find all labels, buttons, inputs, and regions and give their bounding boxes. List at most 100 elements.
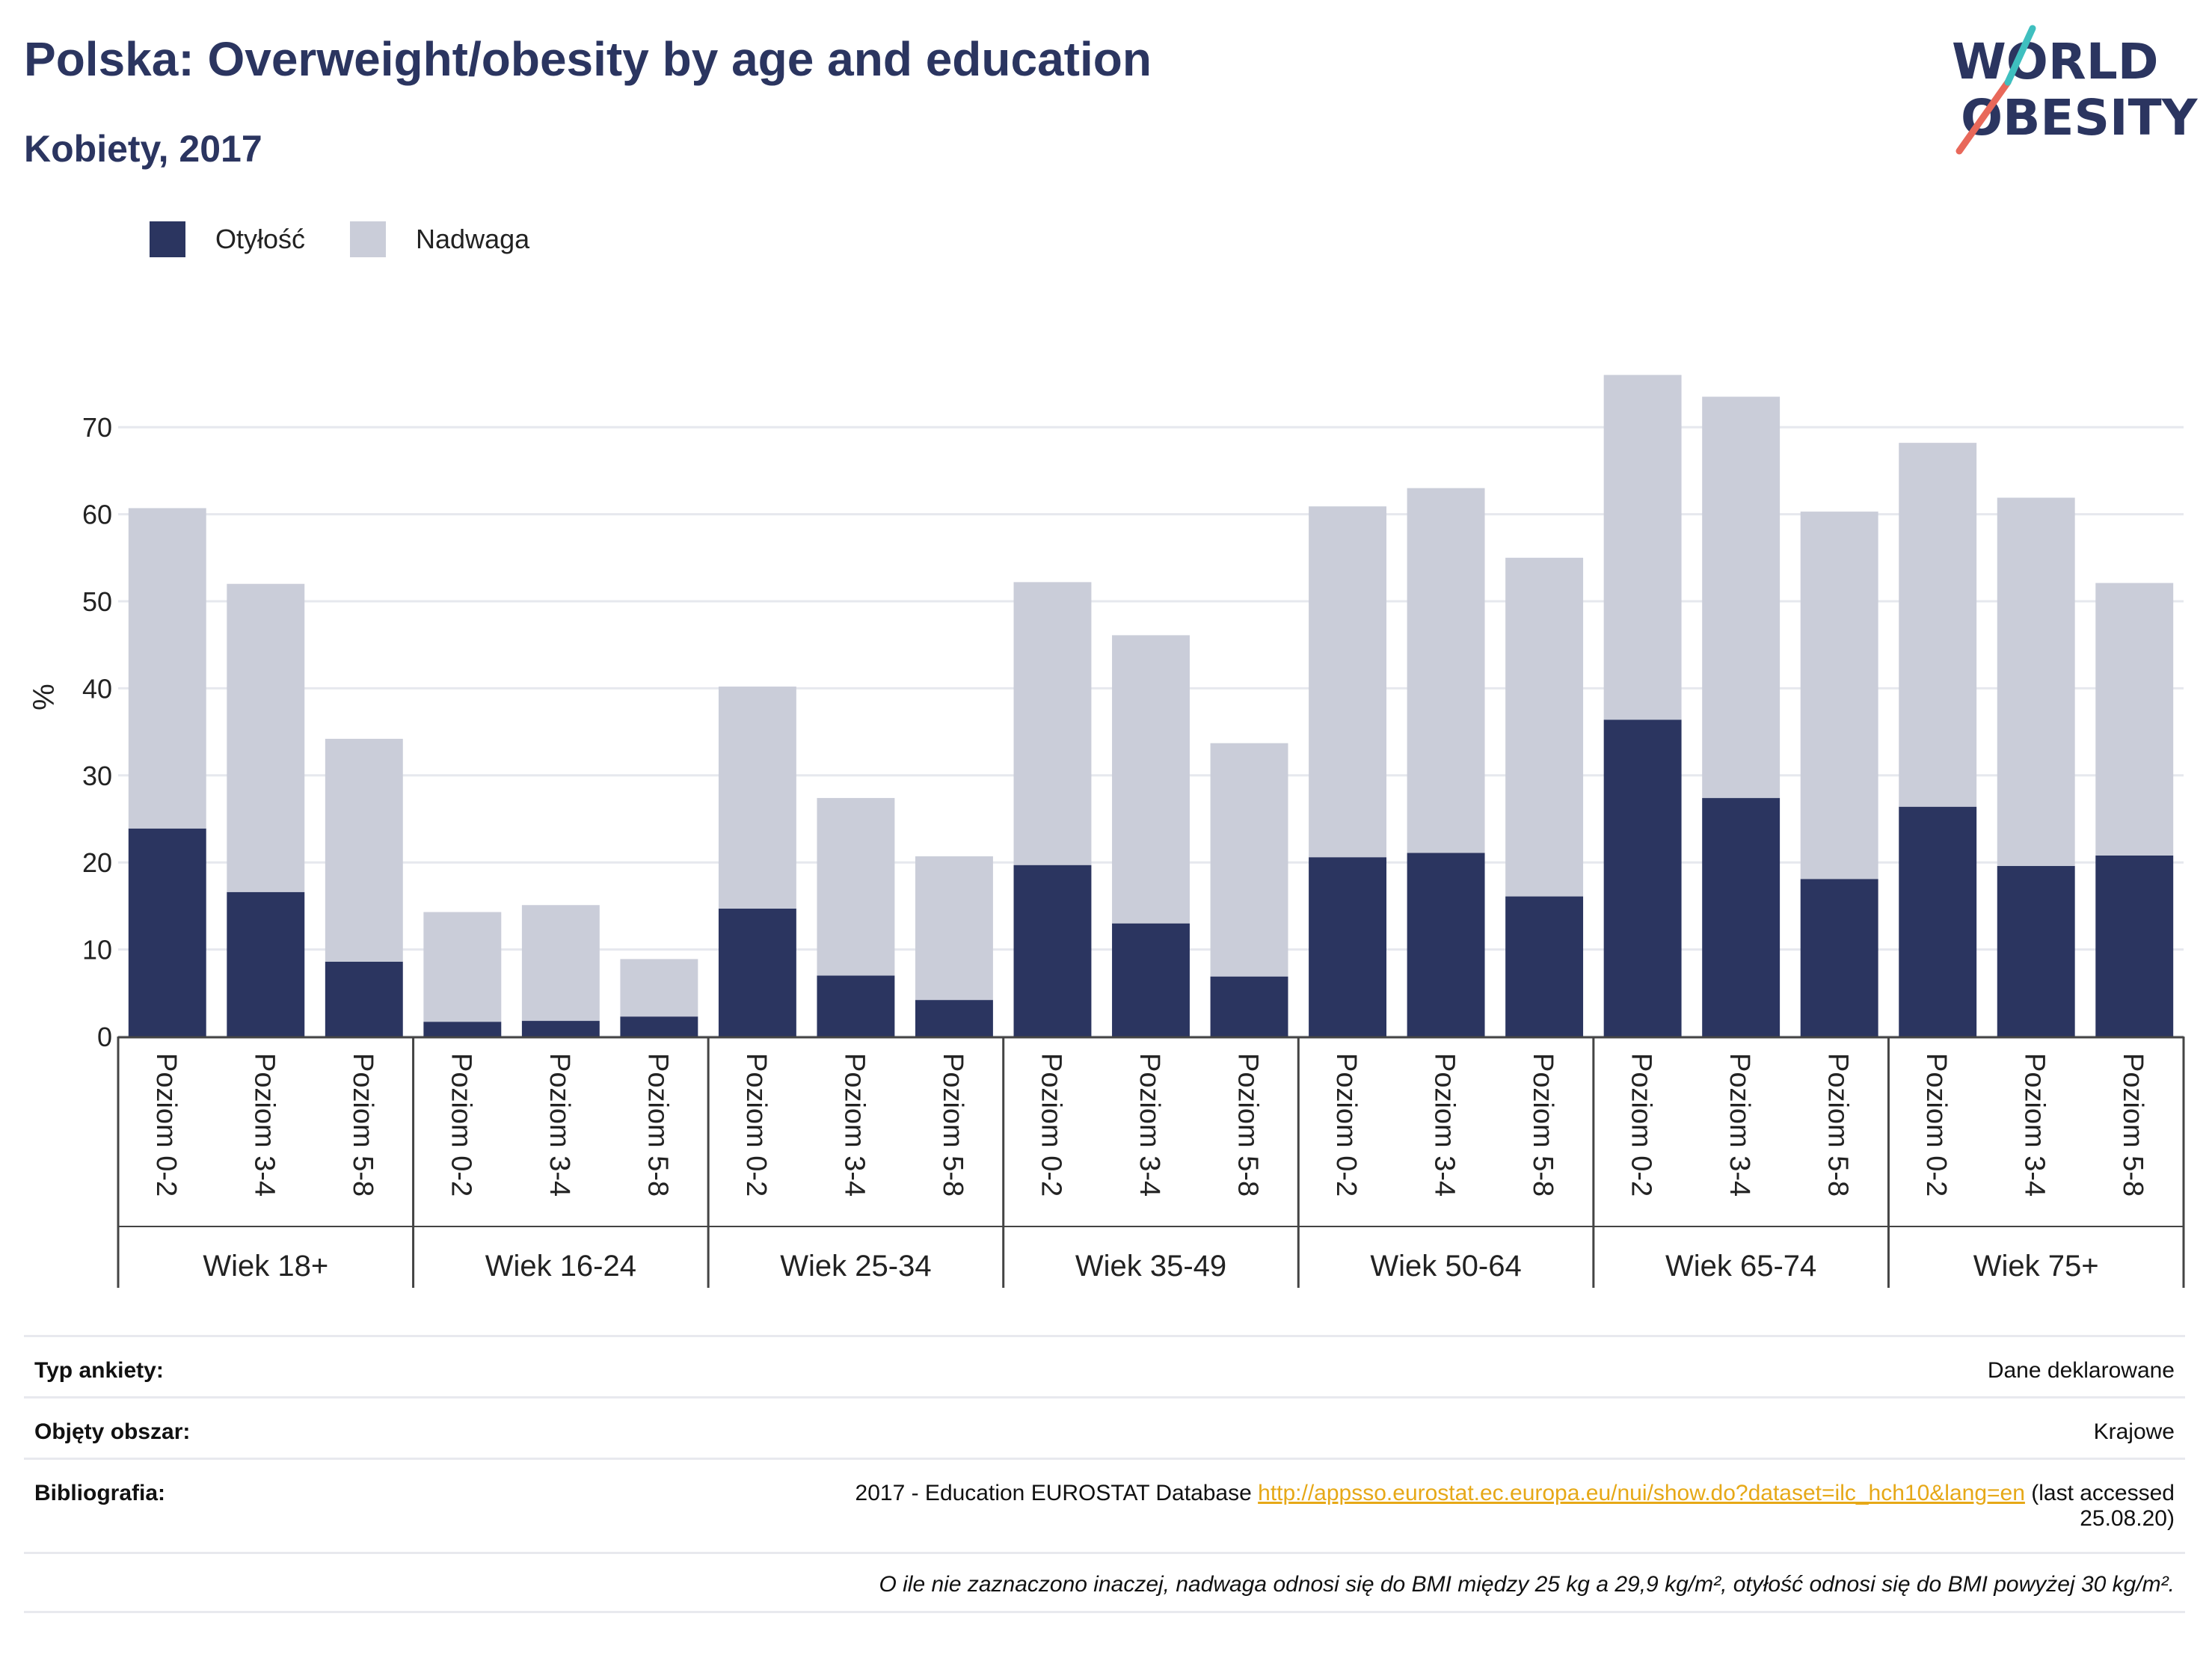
coverage-value: Krajowe xyxy=(2093,1419,2175,1444)
y-tick-label: 70 xyxy=(82,412,112,443)
legend-label-obesity: Otyłość xyxy=(215,224,306,254)
x-category-label: Poziom 0-2 xyxy=(445,1053,476,1197)
x-category-label: Poziom 3-4 xyxy=(1429,1053,1460,1197)
legend-swatch-overweight xyxy=(350,221,387,257)
footer-table: Typ ankiety: Dane deklarowane Objęty obs… xyxy=(24,1335,2185,1613)
bar-obesity-13 xyxy=(1407,853,1485,1037)
bibliography-link[interactable]: http://appsso.eurostat.ec.europa.eu/nui/… xyxy=(1258,1481,2025,1505)
bar-overweight-2 xyxy=(325,738,403,962)
x-category-label: Poziom 0-2 xyxy=(1626,1053,1657,1197)
bar-overweight-12 xyxy=(1309,506,1386,858)
bar-obesity-6 xyxy=(718,908,796,1037)
bar-overweight-1 xyxy=(227,583,305,892)
x-category-label: Poziom 3-4 xyxy=(1134,1053,1165,1197)
x-category-label: Poziom 5-8 xyxy=(2117,1053,2148,1197)
bar-overweight-16 xyxy=(1702,396,1781,799)
bar-overweight-6 xyxy=(718,687,796,909)
bar-overweight-19 xyxy=(1997,497,2075,866)
bar-overweight-8 xyxy=(915,856,993,1001)
bar-overweight-14 xyxy=(1505,557,1584,897)
x-group-label: Wiek 50-64 xyxy=(1370,1250,1521,1283)
bar-obesity-14 xyxy=(1505,896,1584,1037)
chart-legend: Otyłość Nadwaga xyxy=(150,221,574,257)
footer-row-bibliography: Bibliografia: 2017 - Education EUROSTAT … xyxy=(24,1458,2185,1552)
x-category-label: Poziom 0-2 xyxy=(1035,1053,1066,1197)
y-tick-label: 50 xyxy=(82,586,112,617)
bar-overweight-15 xyxy=(1603,375,1682,720)
bibliography-prefix: 2017 - Education EUROSTAT Database xyxy=(855,1481,1259,1505)
x-group-label: Wiek 18+ xyxy=(203,1250,328,1283)
bar-obesity-11 xyxy=(1210,976,1288,1037)
legend-item-obesity[interactable]: Otyłość xyxy=(150,221,305,257)
bar-overweight-4 xyxy=(521,905,600,1022)
bar-overweight-5 xyxy=(620,959,698,1017)
bar-obesity-19 xyxy=(1997,865,2075,1037)
y-tick-label: 10 xyxy=(82,935,112,965)
coverage-label: Objęty obszar: xyxy=(34,1419,191,1444)
bar-obesity-9 xyxy=(1013,865,1092,1037)
x-group-label: Wiek 35-49 xyxy=(1075,1250,1226,1283)
bar-obesity-4 xyxy=(521,1021,600,1037)
x-category-label: Poziom 5-8 xyxy=(642,1053,673,1197)
bar-overweight-20 xyxy=(2095,583,2174,856)
bar-obesity-12 xyxy=(1309,857,1386,1037)
footer-row-note: O ile nie zaznaczono inaczej, nadwaga od… xyxy=(24,1552,2185,1613)
bar-obesity-18 xyxy=(1899,806,1977,1037)
bar-obesity-15 xyxy=(1603,719,1682,1037)
bar-obesity-20 xyxy=(2095,855,2174,1037)
x-category-label: Poziom 3-4 xyxy=(838,1053,870,1197)
x-category-label: Poziom 5-8 xyxy=(1822,1053,1854,1197)
x-category-label: Poziom 3-4 xyxy=(248,1053,280,1197)
definition-note: O ile nie zaznaczono inaczej, nadwaga od… xyxy=(879,1572,2175,1597)
x-category-label: Poziom 0-2 xyxy=(1920,1053,1952,1197)
chart-title: Polska: Overweight/obesity by age and ed… xyxy=(24,32,1152,86)
x-category-label: Poziom 5-8 xyxy=(347,1053,378,1197)
bibliography-suffix-line2: 25.08.20) xyxy=(2080,1506,2175,1531)
logo-line1: WORLD xyxy=(1952,33,2159,90)
x-category-label: Poziom 5-8 xyxy=(1232,1053,1264,1197)
x-category-label: Poziom 3-4 xyxy=(544,1053,575,1197)
footer-row-coverage: Objęty obszar: Krajowe xyxy=(24,1396,2185,1458)
bar-obesity-2 xyxy=(325,961,403,1037)
survey-type-label: Typ ankiety: xyxy=(34,1358,164,1383)
x-group-label: Wiek 75+ xyxy=(1973,1250,2099,1283)
logo-slash-teal xyxy=(2004,25,2036,86)
bar-obesity-17 xyxy=(1800,879,1878,1037)
bar-overweight-13 xyxy=(1407,488,1485,853)
x-group-label: Wiek 65-74 xyxy=(1665,1250,1816,1283)
y-tick-label: 30 xyxy=(82,761,112,791)
survey-type-value: Dane deklarowane xyxy=(1987,1358,2175,1383)
x-category-label: Poziom 0-2 xyxy=(1330,1053,1362,1197)
legend-swatch-obesity xyxy=(150,221,185,257)
y-tick-label: 60 xyxy=(82,500,112,530)
bar-overweight-11 xyxy=(1210,743,1288,977)
x-category-label: Poziom 0-2 xyxy=(740,1053,772,1197)
chart-subtitle: Kobiety, 2017 xyxy=(24,128,262,170)
bar-obesity-16 xyxy=(1702,798,1781,1037)
y-axis-label: % xyxy=(28,684,61,710)
legend-item-overweight[interactable]: Nadwaga xyxy=(350,221,529,257)
bar-overweight-9 xyxy=(1013,582,1092,865)
bar-chart: 0 10 20 30 40 50 60 70% Poziom 0-2 Poziom 3-4 Pozi… xyxy=(28,375,2185,1288)
x-category-label: Poziom 3-4 xyxy=(1724,1053,1755,1197)
bar-overweight-17 xyxy=(1800,512,1878,879)
bar-overweight-7 xyxy=(817,798,895,976)
x-category-label: Poziom 3-4 xyxy=(2019,1053,2050,1197)
x-category-label: Poziom 5-8 xyxy=(1527,1053,1558,1197)
bar-obesity-10 xyxy=(1112,923,1190,1037)
y-tick-label: 40 xyxy=(82,673,112,704)
bibliography-suffix-line1: (last accessed xyxy=(2024,1481,2175,1505)
bar-overweight-10 xyxy=(1112,635,1190,924)
bar-obesity-5 xyxy=(620,1016,698,1037)
bar-overweight-0 xyxy=(128,508,206,829)
world-obesity-logo: WORLD OBESITY xyxy=(1952,25,2199,155)
x-group-label: Wiek 25-34 xyxy=(780,1250,931,1283)
bar-obesity-1 xyxy=(227,891,305,1037)
y-tick-label: 20 xyxy=(82,847,112,878)
x-group-label: Wiek 16-24 xyxy=(485,1250,636,1283)
bibliography-label: Bibliografia: xyxy=(34,1481,166,1505)
bar-obesity-8 xyxy=(915,1000,993,1037)
bar-overweight-3 xyxy=(423,912,502,1022)
y-tick-label: 0 xyxy=(97,1022,112,1052)
bar-overweight-18 xyxy=(1899,443,1977,807)
